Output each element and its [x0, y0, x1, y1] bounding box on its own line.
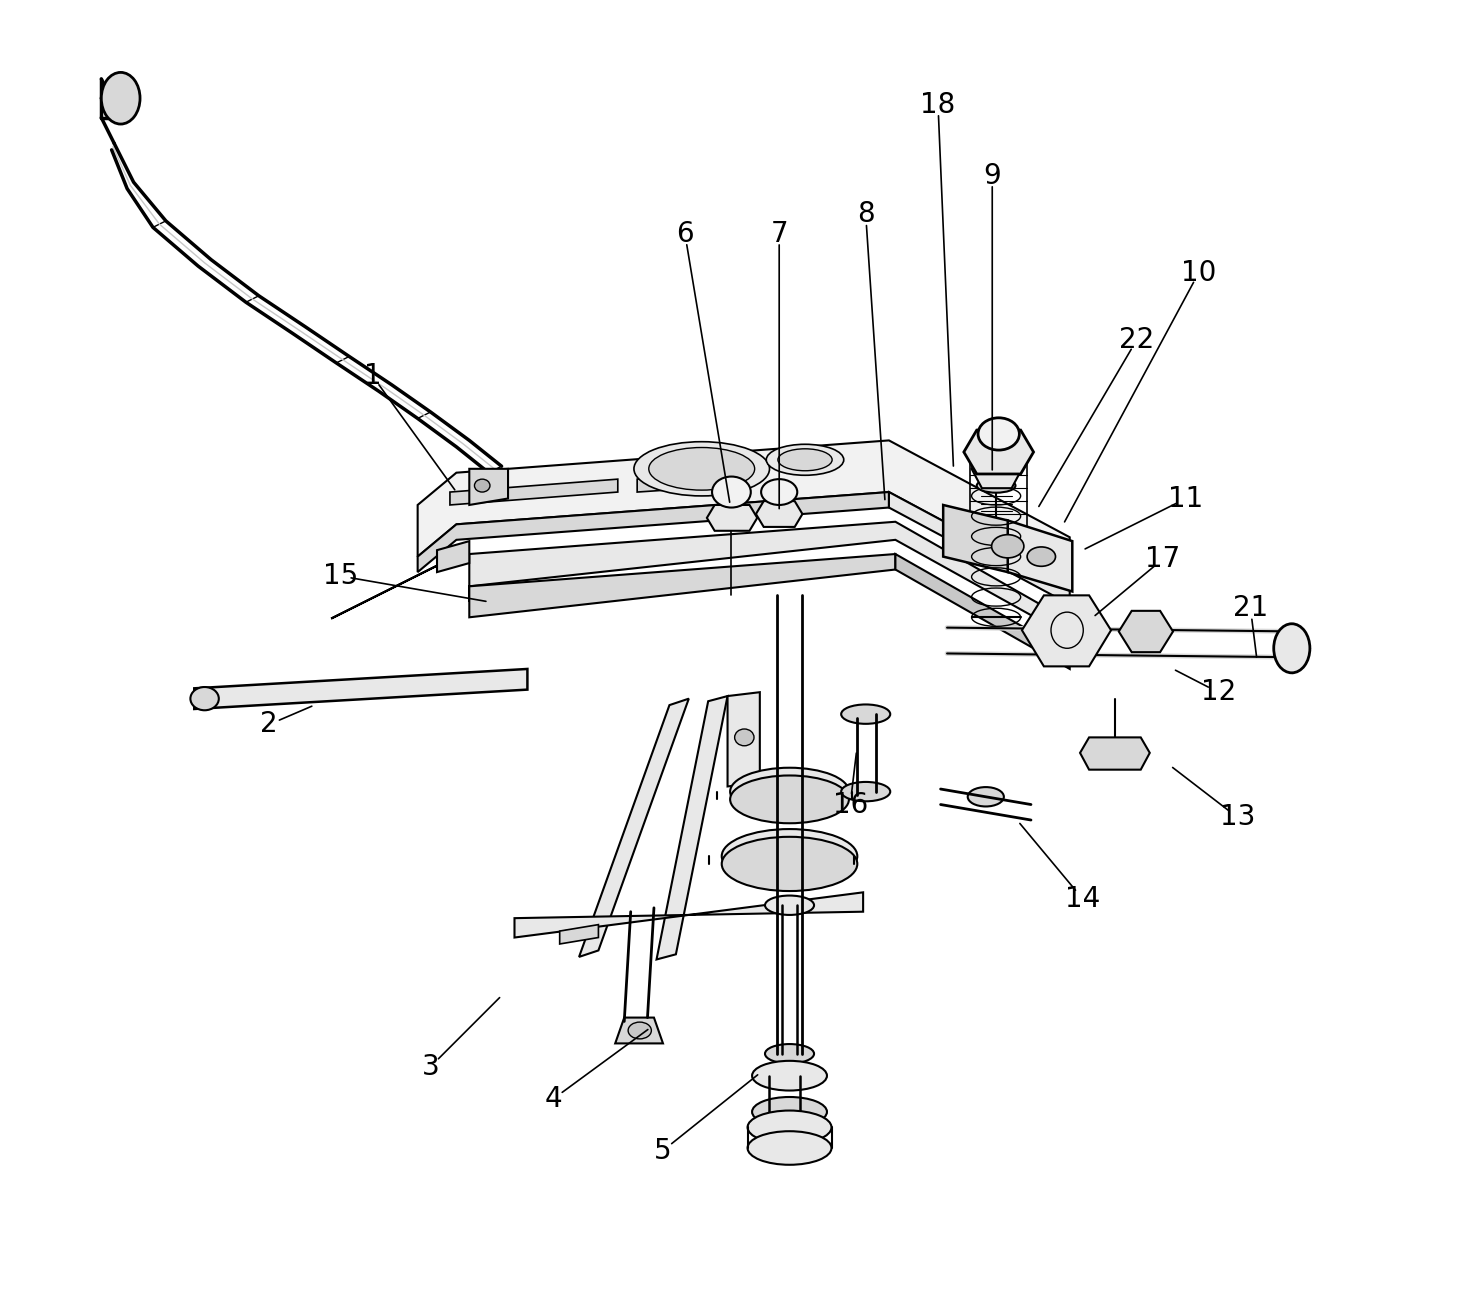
Text: 4: 4 — [545, 1084, 562, 1113]
Polygon shape — [1119, 611, 1173, 652]
Text: 7: 7 — [771, 220, 788, 248]
Ellipse shape — [747, 1110, 831, 1144]
Text: 10: 10 — [1182, 259, 1217, 286]
Polygon shape — [756, 501, 803, 527]
Text: 3: 3 — [421, 1052, 439, 1080]
Text: 11: 11 — [1169, 484, 1204, 512]
Text: 22: 22 — [1119, 326, 1154, 353]
Text: 13: 13 — [1220, 804, 1255, 832]
Ellipse shape — [722, 829, 857, 884]
Ellipse shape — [766, 444, 844, 475]
Ellipse shape — [730, 767, 849, 815]
Ellipse shape — [101, 72, 139, 124]
Polygon shape — [656, 696, 728, 959]
Ellipse shape — [730, 775, 849, 823]
Text: 5: 5 — [655, 1136, 672, 1165]
Ellipse shape — [765, 895, 815, 915]
Text: 15: 15 — [323, 562, 358, 590]
Polygon shape — [470, 468, 508, 505]
Polygon shape — [708, 505, 757, 531]
Ellipse shape — [778, 449, 832, 471]
Text: 14: 14 — [1064, 885, 1100, 912]
Text: 21: 21 — [1233, 594, 1268, 622]
Polygon shape — [559, 925, 599, 945]
Ellipse shape — [841, 704, 890, 723]
Ellipse shape — [976, 479, 1016, 493]
Ellipse shape — [765, 1044, 815, 1064]
Polygon shape — [1007, 520, 1072, 591]
Polygon shape — [1022, 595, 1111, 666]
Ellipse shape — [634, 441, 769, 496]
Ellipse shape — [649, 448, 755, 490]
Ellipse shape — [978, 418, 1019, 450]
Text: 6: 6 — [677, 220, 694, 248]
Ellipse shape — [841, 782, 890, 801]
Polygon shape — [890, 492, 1070, 604]
Polygon shape — [615, 1017, 664, 1043]
Polygon shape — [964, 430, 1033, 474]
Polygon shape — [514, 893, 863, 938]
Ellipse shape — [981, 440, 1013, 466]
Polygon shape — [470, 521, 1070, 637]
Polygon shape — [194, 669, 527, 709]
Ellipse shape — [752, 1097, 826, 1127]
Text: 18: 18 — [920, 91, 956, 119]
Polygon shape — [418, 440, 1070, 589]
Ellipse shape — [734, 729, 755, 745]
Polygon shape — [332, 554, 461, 619]
Ellipse shape — [722, 837, 857, 892]
Text: 9: 9 — [984, 162, 1001, 190]
Ellipse shape — [628, 1022, 652, 1039]
Polygon shape — [449, 479, 618, 505]
Text: 17: 17 — [1145, 545, 1180, 573]
Polygon shape — [637, 472, 734, 492]
Ellipse shape — [967, 787, 1004, 806]
Text: 12: 12 — [1201, 678, 1236, 707]
Ellipse shape — [991, 534, 1023, 558]
Polygon shape — [578, 699, 688, 956]
Ellipse shape — [1274, 624, 1309, 673]
Ellipse shape — [712, 476, 750, 507]
Polygon shape — [895, 554, 1070, 669]
Polygon shape — [437, 541, 470, 572]
Ellipse shape — [760, 479, 797, 505]
Polygon shape — [470, 554, 895, 617]
Ellipse shape — [752, 1061, 826, 1091]
Ellipse shape — [1028, 547, 1055, 567]
Polygon shape — [972, 449, 1022, 488]
Polygon shape — [728, 692, 760, 787]
Polygon shape — [1080, 738, 1149, 770]
Text: 8: 8 — [857, 201, 875, 229]
Text: 2: 2 — [260, 710, 277, 739]
Polygon shape — [418, 492, 890, 572]
Text: 1: 1 — [364, 362, 382, 389]
Ellipse shape — [747, 1131, 831, 1165]
Text: 16: 16 — [832, 791, 868, 819]
Ellipse shape — [191, 687, 219, 710]
Polygon shape — [942, 505, 1007, 572]
Ellipse shape — [474, 479, 490, 492]
